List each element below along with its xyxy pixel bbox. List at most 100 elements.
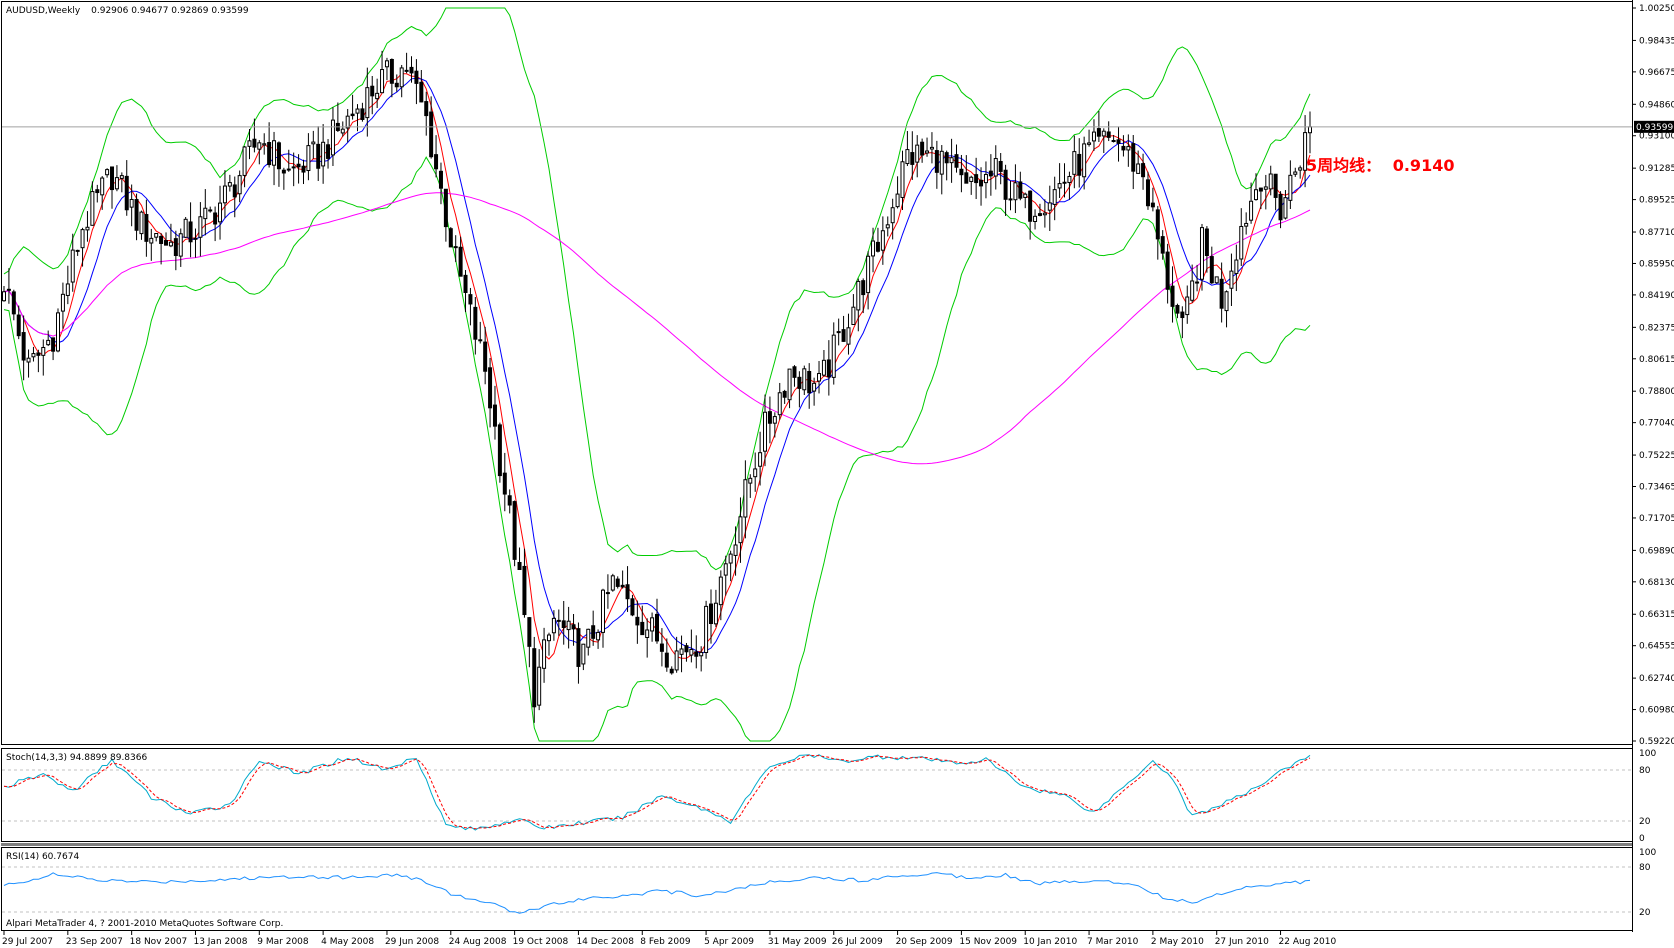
candle [753, 452, 758, 492]
candle [56, 308, 61, 353]
candle [694, 635, 699, 669]
candle [384, 57, 389, 81]
candle [36, 349, 41, 373]
candle [758, 431, 763, 486]
candle [856, 278, 861, 332]
candle [1077, 138, 1082, 188]
rsi-line-path [3, 872, 1311, 914]
candle [1209, 246, 1214, 284]
candle [1037, 203, 1042, 217]
candle [596, 629, 601, 649]
candle [949, 138, 954, 183]
candle [635, 600, 640, 644]
candle [586, 628, 591, 656]
candle [60, 282, 65, 329]
candle [836, 318, 841, 346]
candle [620, 570, 625, 589]
price-tick-label: 0.96675 [1639, 68, 1674, 78]
candle [80, 227, 85, 267]
candle [198, 202, 203, 257]
candle [164, 232, 169, 246]
candle [561, 600, 566, 645]
candle [1214, 276, 1219, 284]
candle [679, 635, 684, 673]
candle [1283, 190, 1288, 220]
candle [576, 622, 581, 684]
price-tick-label: 1.00250 [1639, 4, 1674, 14]
candle [129, 184, 134, 227]
ma5-annotation-label: 5周均线： [1306, 156, 1381, 175]
candle [463, 270, 468, 313]
candle [846, 313, 851, 355]
candle [1268, 165, 1273, 196]
candle [483, 326, 488, 385]
candle [213, 206, 218, 242]
time-tick-label: 4 May 2008 [321, 937, 374, 947]
candle [2, 285, 6, 302]
candle [998, 152, 1003, 185]
candle [655, 598, 659, 644]
candle [664, 638, 669, 672]
candle [85, 211, 90, 242]
candle [448, 227, 453, 248]
price-tick-label: 0.93100 [1639, 132, 1674, 142]
stoch-label: Stoch(14,3,3) 94.8899 89.8366 [6, 753, 147, 763]
stoch-lines [2, 754, 1632, 831]
candle [900, 150, 905, 211]
bollinger-bands [3, 7, 1311, 742]
time-axis[interactable]: 29 Jul 2007 23 Sep 2007 18 Nov 2007 13 Jan … [2, 931, 1336, 947]
candle [222, 170, 227, 219]
price-tick-label: 0.59220 [1639, 737, 1674, 747]
candle [31, 346, 36, 362]
price-tick-label: 0.89525 [1639, 196, 1674, 206]
candle [1293, 167, 1298, 177]
candle [16, 305, 21, 340]
candle [114, 165, 119, 192]
candle [797, 371, 802, 408]
candle [1062, 163, 1067, 198]
candle [208, 206, 213, 213]
candle [326, 139, 331, 169]
candle [1042, 199, 1047, 228]
time-tick-label: 31 May 2009 [768, 937, 827, 947]
candle [1116, 126, 1121, 162]
candle [566, 606, 571, 649]
candle [1253, 173, 1258, 201]
price-tick-label: 0.84190 [1639, 291, 1674, 301]
candle [272, 131, 277, 186]
ma5-annotation-value: 0.9140 [1393, 156, 1455, 175]
candle [851, 294, 856, 326]
candle [1136, 150, 1141, 174]
candle [100, 176, 105, 210]
price-tick-label: 0.87710 [1639, 228, 1674, 238]
candle [1258, 187, 1263, 210]
price-tick-label: 0.94860 [1639, 100, 1674, 110]
candle [492, 385, 497, 440]
candle [149, 228, 154, 261]
candle [1023, 192, 1028, 209]
candle [134, 193, 139, 241]
candle [193, 228, 198, 258]
candle [1087, 129, 1092, 147]
panel-splitter[interactable] [1, 843, 1633, 846]
price-tick-label: 0.64555 [1639, 642, 1674, 652]
candle [1028, 190, 1033, 240]
current-price-tag: 0.93599 [1634, 120, 1674, 133]
bollinger-upper [3, 7, 1311, 571]
candle [389, 58, 394, 98]
candle [890, 198, 895, 240]
candle [105, 168, 110, 178]
candle [276, 141, 281, 187]
candle [542, 627, 547, 683]
candle [920, 138, 925, 163]
candle [380, 50, 385, 94]
price-tick-label: 0.71705 [1639, 514, 1674, 524]
candle [1190, 264, 1195, 303]
candle [1101, 128, 1106, 154]
candle [247, 129, 252, 160]
candle [1047, 185, 1052, 231]
candle [6, 268, 11, 304]
price-axis[interactable]: 1.00250 0.98435 0.96675 0.94860 0.93100 0.912… [1632, 4, 1674, 747]
candle [159, 233, 164, 265]
